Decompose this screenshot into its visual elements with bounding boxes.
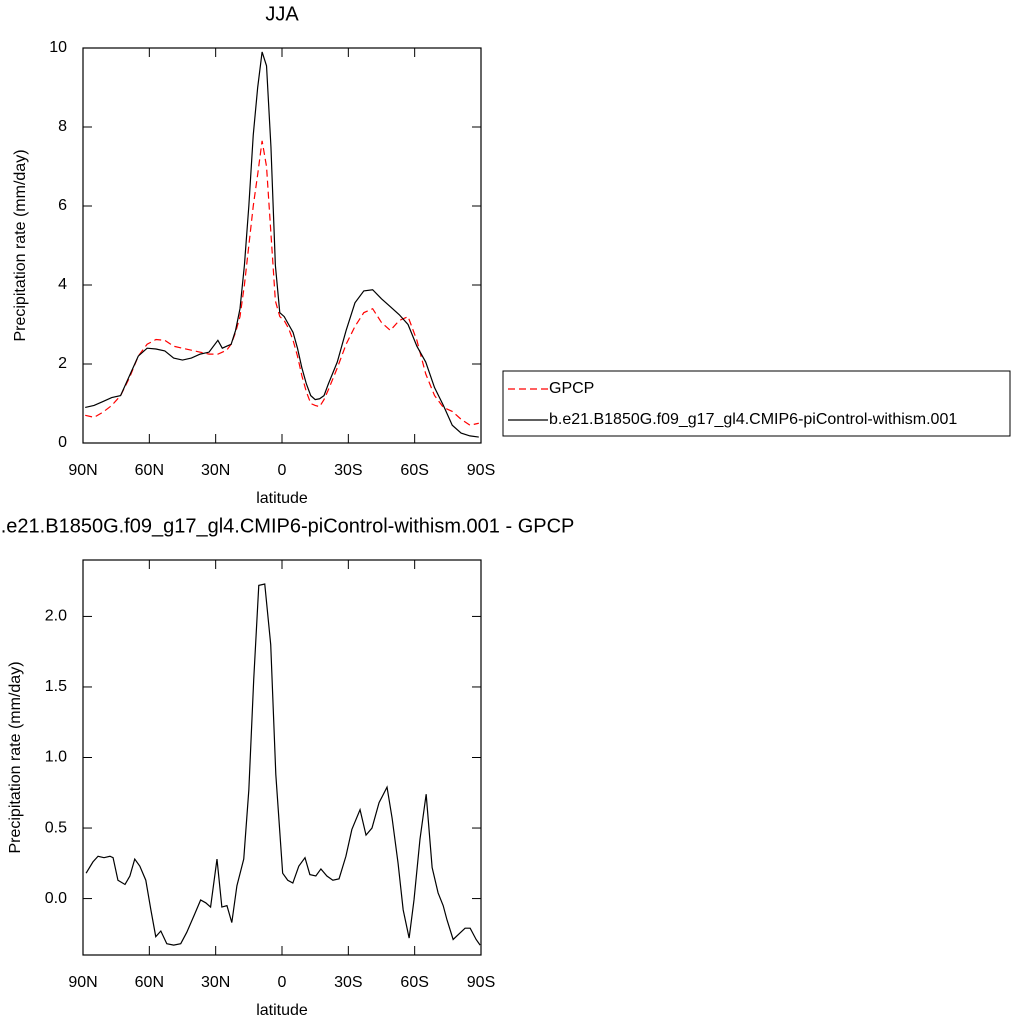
x-tick-label: 30S (334, 974, 362, 991)
x-axis-label: latitude (256, 1002, 308, 1019)
x-tick-label: 60S (400, 974, 428, 991)
x-tick-label: 30N (201, 974, 230, 991)
x-tick-label: 90S (467, 974, 495, 991)
x-tick-label: 30S (334, 462, 362, 479)
y-tick-label: 1.5 (45, 678, 67, 695)
y-tick-label: 0 (58, 434, 67, 451)
x-tick-label: 60S (400, 462, 428, 479)
chart-title: JJA (265, 3, 299, 25)
y-tick-label: 4 (58, 276, 67, 293)
data-line (85, 583, 481, 946)
x-tick-label: 0 (278, 462, 287, 479)
x-tick-label: 30N (201, 462, 230, 479)
legend-label: b.e21.B1850G.f09_g17_gl4.CMIP6-piControl… (549, 411, 957, 428)
y-tick-label: 6 (58, 197, 67, 214)
y-axis-label: Precipitation rate (mm/day) (12, 149, 29, 341)
x-tick-label: 60N (135, 974, 164, 991)
y-tick-label: 10 (49, 39, 67, 56)
x-tick-label: 90N (68, 462, 97, 479)
y-tick-label: 2 (58, 355, 67, 372)
legend-label: GPCP (549, 380, 594, 397)
y-tick-label: 0.0 (45, 890, 67, 907)
x-tick-label: 0 (278, 974, 287, 991)
x-tick-label: 90S (467, 462, 495, 479)
x-tick-label: 60N (135, 462, 164, 479)
y-tick-label: 1.0 (45, 749, 67, 766)
y-tick-label: 0.5 (45, 819, 67, 836)
legend-box (502, 370, 1011, 437)
data-line (85, 140, 479, 426)
x-tick-label: 90N (68, 974, 97, 991)
plot-frame (82, 559, 482, 956)
plot-frame (82, 47, 482, 444)
y-axis-label: Precipitation rate (mm/day) (7, 661, 24, 853)
x-axis-label: latitude (256, 490, 308, 507)
data-line (85, 51, 479, 438)
y-tick-label: 2.0 (45, 608, 67, 625)
y-tick-label: 8 (58, 118, 67, 135)
chart-title: b.e21.B1850G.f09_g17_gl4.CMIP6-piControl… (0, 515, 574, 537)
